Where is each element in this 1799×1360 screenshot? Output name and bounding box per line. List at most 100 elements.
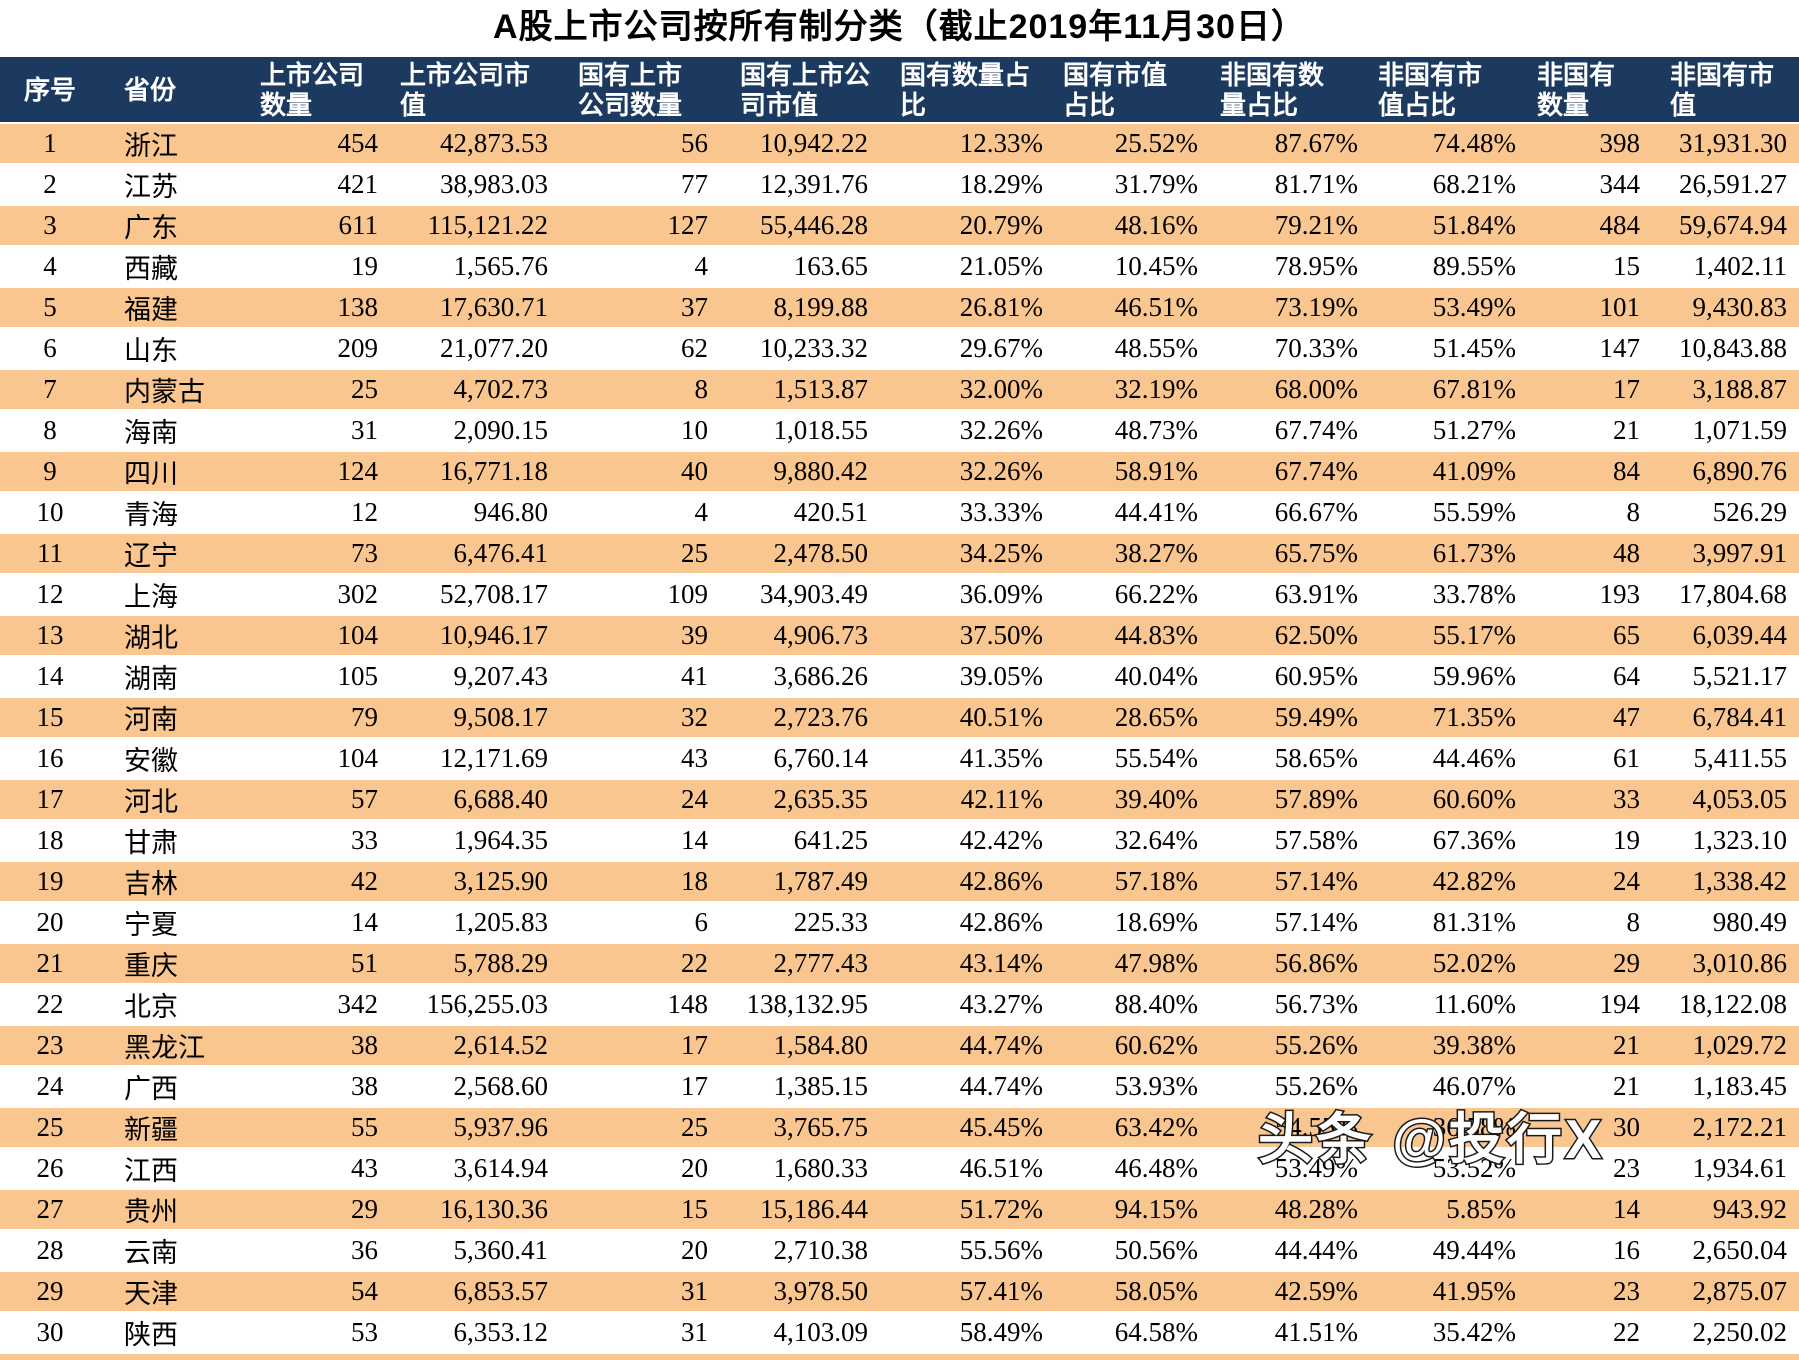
cell-col-3: 52,708.17 — [390, 573, 560, 615]
cell-col-0: 31 — [0, 1352, 100, 1360]
cell-col-6: 43.14% — [880, 942, 1055, 984]
cell-col-5: 1,018.55 — [720, 409, 880, 451]
cell-col-3: 5,788.29 — [390, 942, 560, 984]
cell-col-6: 37.50% — [880, 614, 1055, 656]
cell-col-5: 1,680.33 — [720, 1147, 880, 1189]
cell-col-4: 37 — [560, 286, 720, 328]
table-row-15: 15 河南 79 9,508.17 32 2,723.76 40.51% 28.65% 59.4… — [0, 696, 1799, 738]
cell-col-3: 9,207.43 — [390, 655, 560, 697]
cell-col-5: 15,186.44 — [720, 1188, 880, 1230]
cell-col-6: 36.09% — [880, 573, 1055, 615]
cell-col-7: 39.40% — [1055, 778, 1210, 820]
cell-col-6: 55.56% — [880, 1229, 1055, 1271]
cell-col-6: 21.05% — [880, 245, 1055, 287]
cell-col-5: 6,760.14 — [720, 737, 880, 779]
cell-col-4: 109 — [560, 573, 720, 615]
cell-col-4: 17 — [560, 1065, 720, 1107]
cell-col-5: 641.25 — [720, 819, 880, 861]
cell-col-9: 55.59% — [1370, 491, 1528, 533]
cell-col-10: 147 — [1528, 327, 1652, 369]
cell-col-2: 454 — [215, 122, 390, 164]
cell-col-7: 10.45% — [1055, 245, 1210, 287]
cell-col-2: 25 — [215, 368, 390, 410]
cell-col-9: 71.35% — [1370, 696, 1528, 738]
cell-col-3: 17,630.71 — [390, 286, 560, 328]
cell-col-9: 52.02% — [1370, 942, 1528, 984]
cell-col-0: 14 — [0, 655, 100, 697]
cell-col-0: 2 — [0, 163, 100, 205]
cell-col-5: 12,391.76 — [720, 163, 880, 205]
table-row-11: 11 辽宁 73 6,476.41 25 2,478.50 34.25% 38.27% 65.7… — [0, 532, 1799, 574]
cell-col-6: 34.25% — [880, 532, 1055, 574]
cell-col-9: 53.49% — [1370, 286, 1528, 328]
cell-col-10: 14 — [1528, 1188, 1652, 1230]
cell-col-10: 48 — [1528, 532, 1652, 574]
cell-col-6: 43.27% — [880, 983, 1055, 1025]
cell-col-10: 16 — [1528, 1229, 1652, 1271]
cell-col-9: 67.81% — [1370, 368, 1528, 410]
cell-col-5: 1,385.15 — [720, 1065, 880, 1107]
cell-col-7: 48.16% — [1055, 204, 1210, 246]
cell-col-11: 9,430.83 — [1652, 286, 1799, 328]
table-row-26: 26 江西 43 3,614.94 20 1,680.33 46.51% 46.48% 53.4… — [0, 1147, 1799, 1189]
cell-col-9: 49.44% — [1370, 1229, 1528, 1271]
cell-col-3: 1,205.83 — [390, 901, 560, 943]
cell-col-10: 65 — [1528, 614, 1652, 656]
cell-col-11: 1,323.10 — [1652, 819, 1799, 861]
cell-col-7: 80.75% — [1055, 1352, 1210, 1360]
ownership-classification-table: 序号 省份 上市公司 数量 上市公司市 值国有上市 公司数量 国有上市公 司市值 国有数量… — [0, 57, 1799, 1360]
cell-col-4: 127 — [560, 204, 720, 246]
cell-col-11: 3,010.86 — [1652, 942, 1799, 984]
table-row-25: 25 新疆 55 5,937.96 25 3,765.75 45.45% 63.42% 54.5… — [0, 1106, 1799, 1148]
table-row-3: 3 广东 611 115,121.22 127 55,446.28 20.79% 48.16%… — [0, 204, 1799, 246]
cell-col-8: 65.75% — [1210, 532, 1370, 574]
table-body: 1 浙江 454 42,873.53 56 10,942.22 12.33% 25.52% 87… — [0, 122, 1799, 1360]
table-row-14: 14 湖南 105 9,207.43 41 3,686.26 39.05% 40.04% 60.… — [0, 655, 1799, 697]
cell-col-0: 29 — [0, 1270, 100, 1312]
cell-col-1: 辽宁 — [100, 532, 215, 574]
cell-col-11: 6,890.76 — [1652, 450, 1799, 492]
cell-col-7: 64.58% — [1055, 1311, 1210, 1353]
cell-col-5: 225.33 — [720, 901, 880, 943]
cell-col-6: 26.81% — [880, 286, 1055, 328]
cell-col-7: 48.73% — [1055, 409, 1210, 451]
cell-col-4: 4 — [560, 491, 720, 533]
cell-col-0: 26 — [0, 1147, 100, 1189]
cell-col-10: 61 — [1528, 737, 1652, 779]
cell-col-11: 10,843.88 — [1652, 327, 1799, 369]
cell-col-10: 47 — [1528, 696, 1652, 738]
cell-col-4: 18 — [560, 860, 720, 902]
cell-col-8: 55.26% — [1210, 1065, 1370, 1107]
cell-col-10: 64 — [1528, 655, 1652, 697]
cell-col-1: 江苏 — [100, 163, 215, 205]
cell-col-5: 2,710.38 — [720, 1229, 880, 1271]
cell-col-9: 68.21% — [1370, 163, 1528, 205]
cell-col-9: 51.27% — [1370, 409, 1528, 451]
cell-col-7: 47.98% — [1055, 942, 1210, 984]
cell-col-3: 6,353.12 — [390, 1311, 560, 1353]
cell-col-7: 31.79% — [1055, 163, 1210, 205]
cell-col-6: 51.72% — [880, 1188, 1055, 1230]
column-header-8: 非国有数 量占比 — [1210, 57, 1370, 123]
cell-col-8: 57.14% — [1210, 860, 1370, 902]
cell-col-1: 山西 — [100, 1352, 215, 1360]
cell-col-7: 38.27% — [1055, 532, 1210, 574]
cell-col-7: 88.40% — [1055, 983, 1210, 1025]
cell-col-11: 3,188.87 — [1652, 368, 1799, 410]
cell-col-5: 9,880.42 — [720, 450, 880, 492]
cell-col-4: 43 — [560, 737, 720, 779]
cell-col-11: 17,804.68 — [1652, 573, 1799, 615]
cell-col-1: 甘肃 — [100, 819, 215, 861]
cell-col-6: 40.51% — [880, 696, 1055, 738]
cell-col-9: 74.48% — [1370, 122, 1528, 164]
cell-col-1: 云南 — [100, 1229, 215, 1271]
cell-col-5: 3,978.50 — [720, 1270, 880, 1312]
cell-col-9: 36.58% — [1370, 1106, 1528, 1148]
cell-col-7: 40.04% — [1055, 655, 1210, 697]
cell-col-2: 73 — [215, 532, 390, 574]
cell-col-0: 28 — [0, 1229, 100, 1271]
cell-col-11: 1,071.59 — [1652, 409, 1799, 451]
cell-col-2: 209 — [215, 327, 390, 369]
cell-col-1: 黑龙江 — [100, 1024, 215, 1066]
cell-col-9: 60.60% — [1370, 778, 1528, 820]
